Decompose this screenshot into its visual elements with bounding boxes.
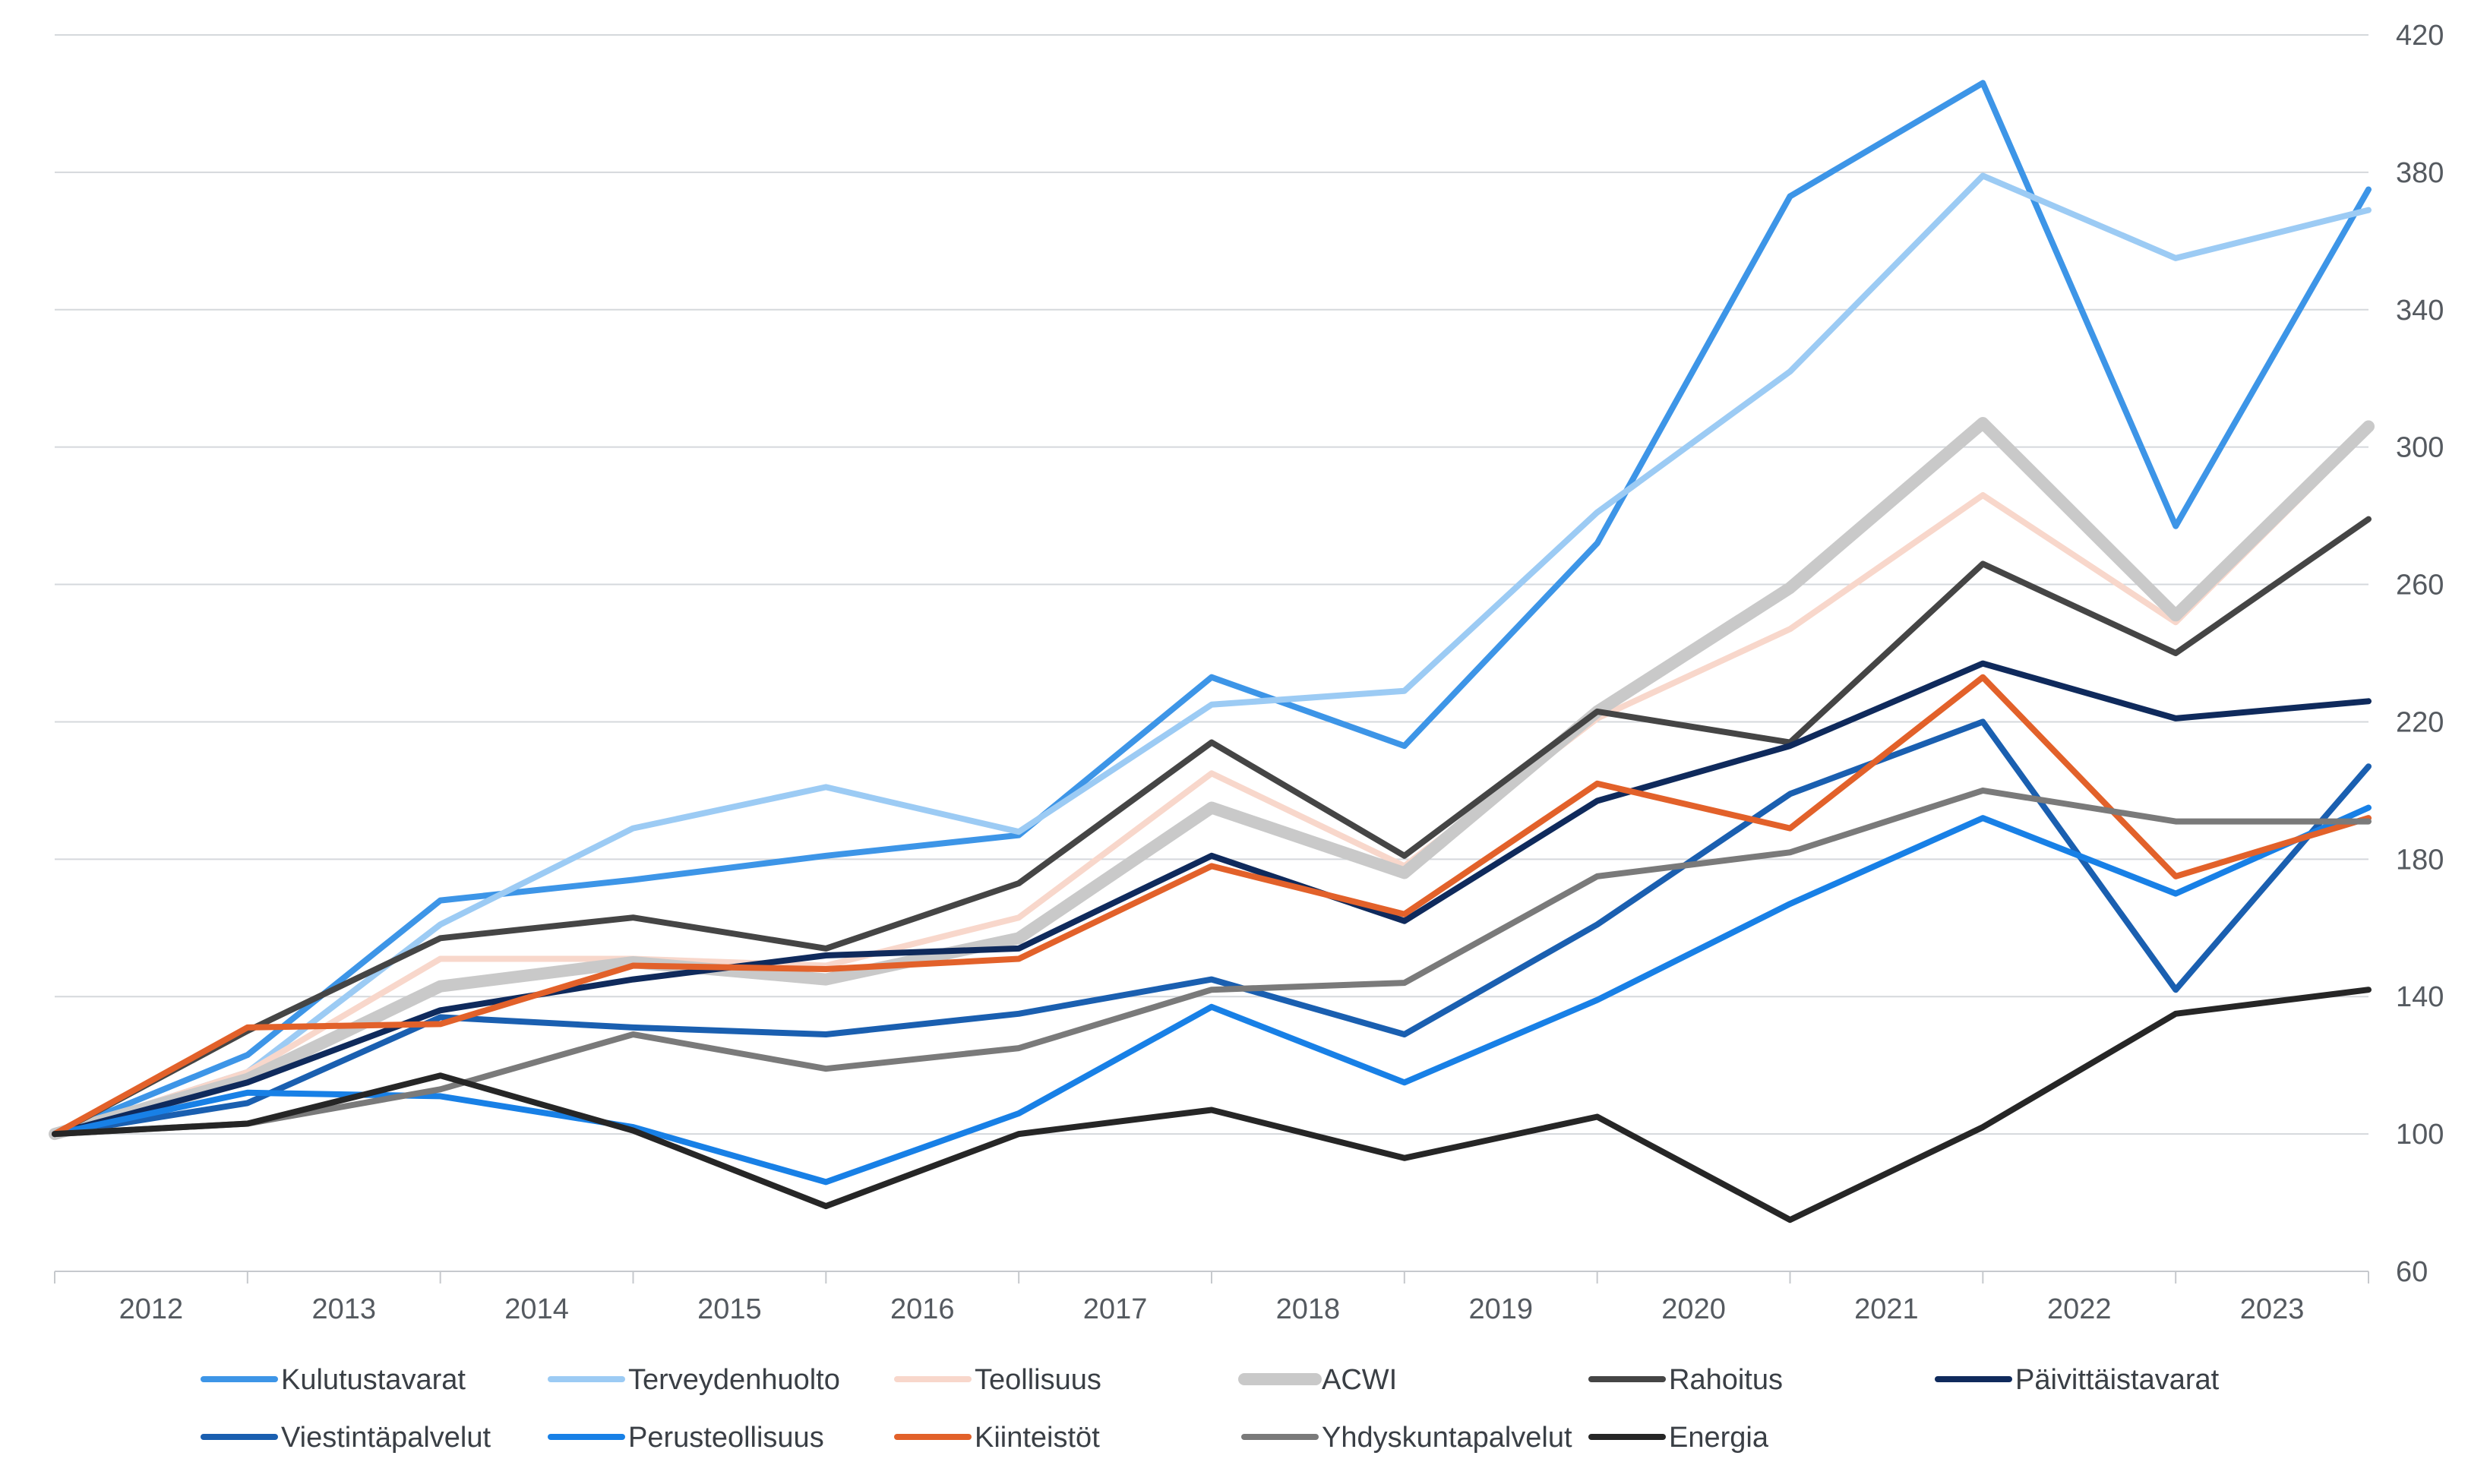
- legend-label: Rahoitus: [1669, 1364, 1783, 1396]
- legend-label: Yhdyskuntapalvelut: [1322, 1422, 1572, 1454]
- series-line-energia: [52, 987, 2372, 1224]
- legend-label: Kiinteistöt: [975, 1422, 1100, 1454]
- series-line-kiinteist-t: [52, 674, 2372, 1138]
- legend-label: Terveydenhuolto: [628, 1364, 840, 1396]
- x-tick-label: 2020: [1661, 1293, 1726, 1325]
- gridlines: [55, 34, 2368, 1135]
- legend-label: Perusteollisuus: [628, 1422, 824, 1454]
- legend-label: Viestintäpalvelut: [281, 1422, 491, 1454]
- x-tick-label: 2023: [2240, 1293, 2305, 1325]
- series-line-acwi: [49, 417, 2375, 1141]
- y-tick-label: 220: [2396, 706, 2444, 738]
- series-line-yhdyskuntapalvelut: [52, 787, 2372, 1138]
- series-line-teollisuus: [52, 427, 2372, 1138]
- x-tick-label: 2017: [1083, 1293, 1148, 1325]
- y-tick-label: 420: [2396, 20, 2444, 52]
- legend-label: Kulutustavarat: [281, 1364, 466, 1396]
- legend-label: Energia: [1669, 1422, 1769, 1454]
- y-axis-tick-labels: 60 100 140 180 220 260 300 340 380 420: [2396, 20, 2444, 1288]
- x-tick-label: 2022: [2047, 1293, 2112, 1325]
- series-line-perusteollisuus: [52, 804, 2372, 1186]
- y-tick-label: 260: [2396, 570, 2444, 601]
- x-tick-label: 2012: [119, 1293, 184, 1325]
- y-tick-label: 340: [2396, 295, 2444, 327]
- x-tick-label: 2015: [697, 1293, 762, 1325]
- legend-label: ACWI: [1322, 1364, 1397, 1396]
- axes: [54, 1271, 2369, 1284]
- legend: Kulutustavarat Terveydenhuolto Teollisuus A…: [201, 1364, 2220, 1454]
- x-tick-label: 2019: [1468, 1293, 1533, 1325]
- series-line-rahoitus: [52, 516, 2372, 1138]
- legend-label: Teollisuus: [975, 1364, 1101, 1396]
- series-line-p-ivitt-istavarat: [52, 660, 2372, 1138]
- x-tick-label: 2016: [890, 1293, 955, 1325]
- series-line-viestint-palvelut: [52, 718, 2372, 1138]
- y-tick-label: 140: [2396, 981, 2444, 1013]
- y-tick-label: 60: [2396, 1256, 2428, 1288]
- legend-label: Päivittäistavarat: [2015, 1364, 2220, 1396]
- x-tick-label: 2018: [1276, 1293, 1341, 1325]
- x-axis-tick-labels: 2012 2013 2014 2015 2016 2017 2018 2019 2020 2021…: [119, 1293, 2305, 1325]
- x-tick-label: 2013: [311, 1293, 376, 1325]
- y-tick-label: 380: [2396, 157, 2444, 189]
- x-tick-label: 2021: [1854, 1293, 1919, 1325]
- series-line-kulutustavarat: [52, 80, 2372, 1138]
- x-tick-label: 2014: [504, 1293, 569, 1325]
- y-tick-label: 100: [2396, 1119, 2444, 1151]
- y-tick-label: 300: [2396, 432, 2444, 464]
- series-line-terveydenhuolto: [52, 172, 2372, 1138]
- y-tick-label: 180: [2396, 844, 2444, 876]
- series-lines: [49, 80, 2375, 1224]
